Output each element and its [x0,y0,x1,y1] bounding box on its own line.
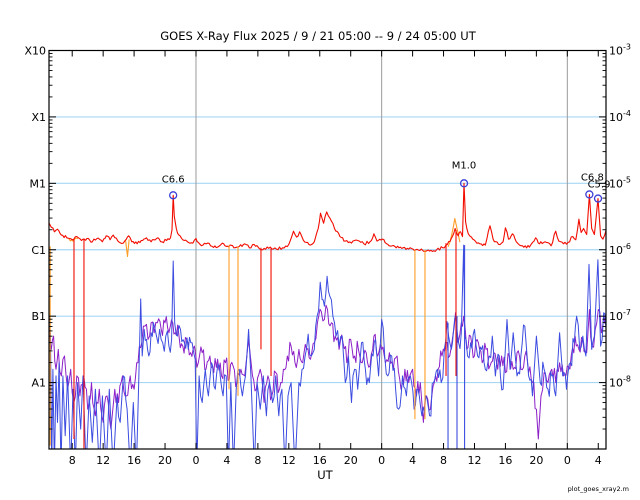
x-tick-label: 0 [564,454,571,467]
x-axis-label: UT [317,468,333,482]
gridlines [49,116,606,384]
y-right-label-1e-3: 10-3 [609,43,631,58]
flare-marker-M1.0 [459,179,469,188]
flare-marker-C6.8 [585,190,594,199]
flare-label-M1.0: M1.0 [452,160,477,171]
y-left-label-M1: M1 [30,177,47,190]
trace-short_primary [49,244,606,449]
x-tick-label: 12 [96,454,110,467]
x-tick-label: 0 [192,454,199,467]
x-tick-label: 16 [498,454,512,467]
y-left-label-X1: X1 [31,111,46,124]
x-tick-label: 20 [158,454,172,467]
flux-traces [49,182,606,449]
trace-long_secondary [125,239,130,257]
flare-marker-C6.6 [169,191,178,200]
series-long_primary [49,182,606,253]
x-tick-label: 12 [282,454,296,467]
axes-and-ticks: 8 12 16 20 0 4 8 12 16 20 0 4 8 12 16 20 0 4 X10 X1 M1 C1 B1 A1… [24,43,631,468]
y-right-label-1e-7: 10-7 [609,308,631,323]
x-tick-label: 8 [254,454,261,467]
flare-label-C6.8: C6.8 [581,172,604,183]
x-tick-label: 20 [529,454,543,467]
y-right-label-1e-8: 10-8 [609,375,631,390]
y-left-label-A1: A1 [31,377,46,390]
x-tick-label: 16 [313,454,327,467]
y-left-label-C1: C1 [31,244,46,257]
x-tick-label: 0 [378,454,385,467]
x-tick-label: 8 [69,454,76,467]
y-right-label-1e-6: 10-6 [609,242,631,257]
x-tick-label: 20 [344,454,358,467]
x-tick-label: 4 [223,454,230,467]
y-right-label-1e-5: 10-5 [609,175,631,190]
flare-annotations: C6.6 M1.0 C6.8C5.9 [162,160,611,203]
flare-marker-C5.9 [593,194,603,203]
y-left-label-B1: B1 [31,310,46,323]
flare-label-C6.6: C6.6 [162,174,185,185]
trace-short_secondary [49,304,606,440]
series-short_primary [49,244,606,449]
trace-long_primary [49,182,606,253]
chart-title: GOES X-Ray Flux 2025 / 9 / 21 05:00 -- 9… [160,29,476,43]
y-right-label-1e-4: 10-4 [609,109,631,124]
series-short_secondary [49,304,606,440]
y-left-label-X10: X10 [24,45,46,58]
x-tick-label: 4 [409,454,416,467]
x-tick-label: 16 [127,454,141,467]
x-tick-label: 12 [467,454,481,467]
x-tick-label: 8 [440,454,447,467]
x-tick-label: 4 [595,454,602,467]
credit-text: plot_goes_xray2.m [568,485,629,493]
trace-long_secondary [68,237,79,242]
flare-label-C5.9: C5.9 [588,180,611,191]
